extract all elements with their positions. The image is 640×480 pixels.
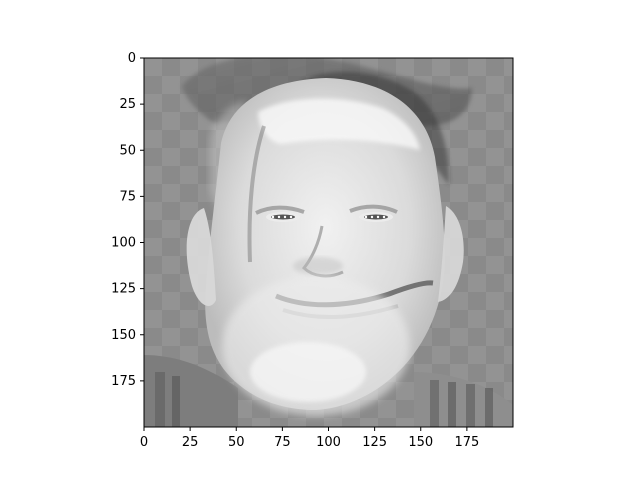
x-tick-label: 50 <box>228 435 245 450</box>
x-axis-ticks: 0 25 50 75 100 125 150 175 <box>140 427 479 450</box>
y-tick-label: 100 <box>111 236 136 251</box>
y-tick-label: 175 <box>111 374 136 389</box>
y-tick-label: 150 <box>111 328 136 343</box>
eye-right <box>359 212 393 222</box>
shirt-stripes <box>155 372 493 427</box>
x-tick-label: 175 <box>454 435 479 450</box>
eye-left <box>266 212 300 222</box>
x-tick-label: 0 <box>140 435 148 450</box>
x-tick-label: 75 <box>274 435 291 450</box>
x-tick-label: 100 <box>316 435 341 450</box>
ear-left <box>186 208 216 306</box>
image-area <box>144 58 513 427</box>
y-tick-label: 0 <box>128 51 136 66</box>
hat-band <box>300 71 450 185</box>
y-tick-label: 25 <box>119 97 136 112</box>
x-tick-label: 150 <box>408 435 433 450</box>
forehead-highlight <box>258 98 420 150</box>
x-tick-label: 125 <box>362 435 387 450</box>
y-axis-ticks: 0 25 50 75 100 125 150 175 <box>111 51 144 389</box>
ear-right <box>438 206 464 302</box>
y-tick-label: 125 <box>111 282 136 297</box>
chin-highlight <box>250 342 366 402</box>
nose-shadow <box>293 257 343 275</box>
y-tick-label: 75 <box>119 189 136 204</box>
face-artifact-line <box>247 125 266 263</box>
x-tick-label: 25 <box>182 435 199 450</box>
brow-left <box>255 205 305 215</box>
shoulder-left <box>144 355 238 427</box>
shoulder-right <box>414 372 513 427</box>
y-tick-label: 50 <box>119 143 136 158</box>
brow-right <box>349 204 398 214</box>
